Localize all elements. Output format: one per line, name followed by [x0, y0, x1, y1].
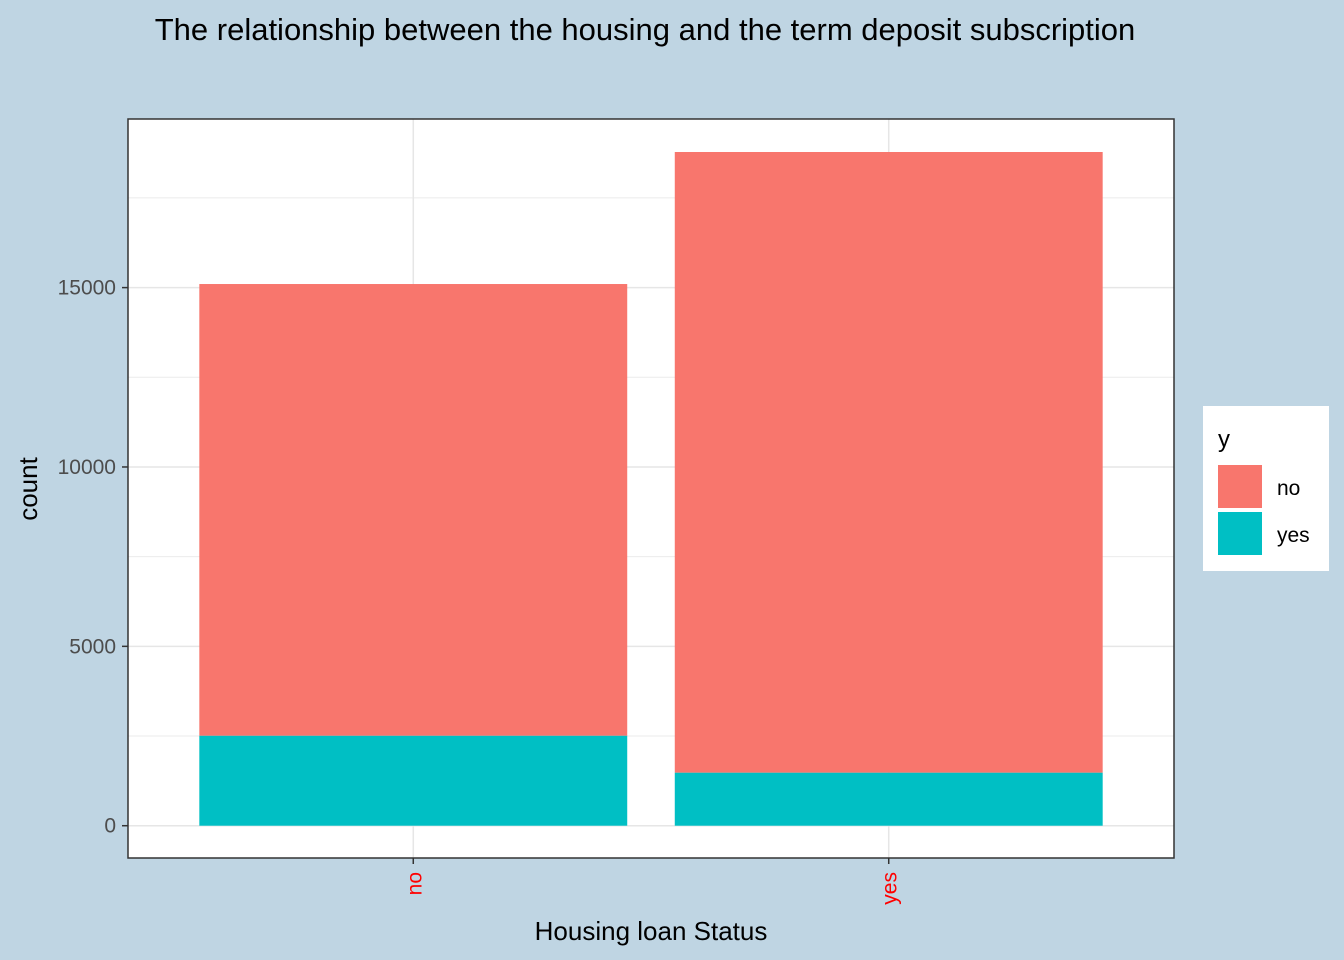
chart-title: The relationship between the housing and…	[155, 12, 1136, 47]
bar-segment-yes	[674, 772, 1103, 826]
legend-key-no	[1218, 465, 1262, 508]
x-axis-title: Housing loan Status	[535, 916, 768, 946]
legend-label-yes: yes	[1277, 524, 1310, 547]
bars	[199, 152, 1103, 826]
x-axis-ticks: no yes	[403, 858, 902, 905]
plot-border	[127, 118, 1175, 859]
legend-label-no: no	[1277, 477, 1300, 500]
y-tick-label: 5000	[69, 635, 116, 658]
bar-segment-no	[199, 284, 628, 736]
y-axis-title: count	[13, 456, 43, 520]
bar-segment-yes	[199, 735, 628, 826]
legend: y no yes	[1203, 406, 1329, 571]
x-tick-label: yes	[879, 872, 902, 905]
bar-segment-no	[674, 152, 1103, 773]
y-tick-label: 15000	[58, 277, 116, 300]
y-tick-label: 0	[104, 815, 116, 838]
y-axis-ticks: 0 5000 10000 15000	[58, 277, 128, 838]
legend-key-yes	[1218, 512, 1262, 555]
legend-title: y	[1218, 426, 1230, 453]
y-tick-label: 10000	[58, 456, 116, 479]
x-tick-label: no	[403, 872, 426, 895]
